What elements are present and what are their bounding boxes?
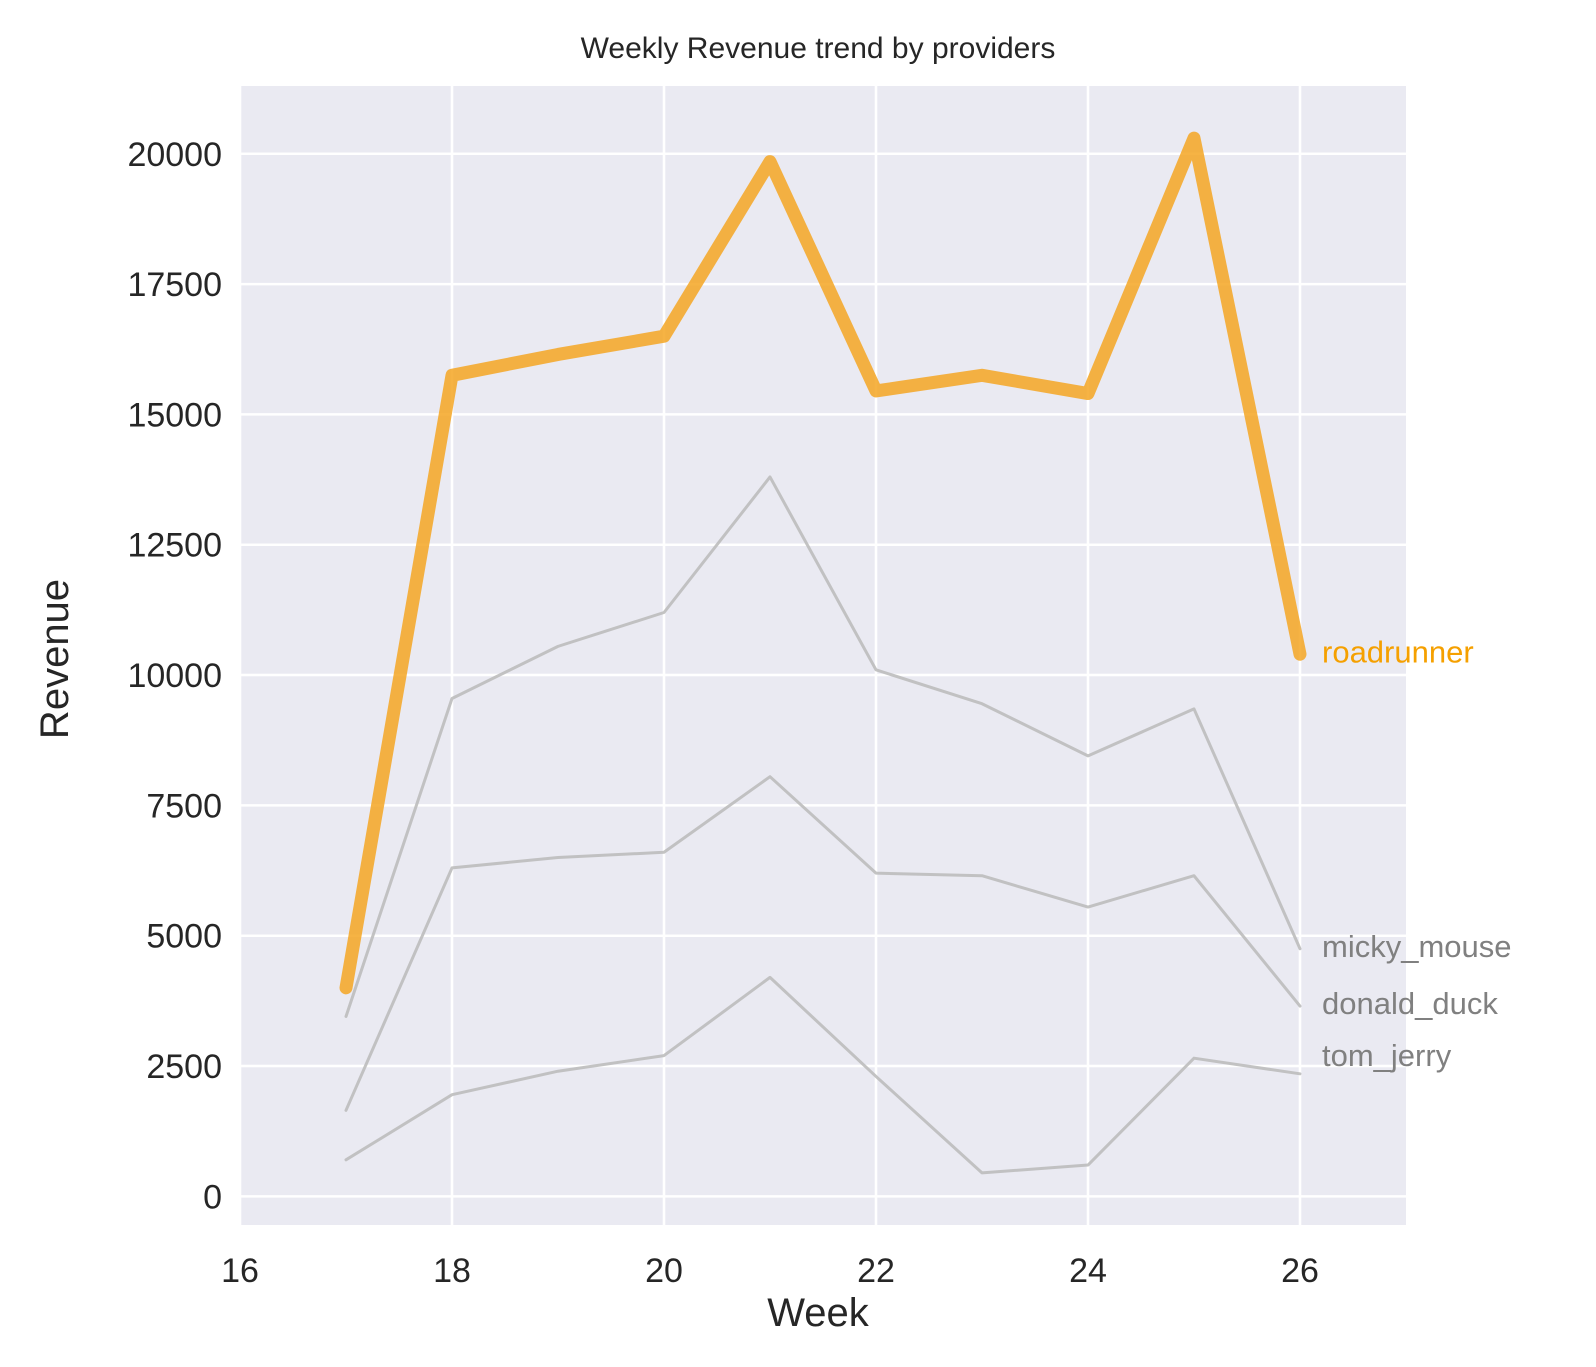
x-axis-ticks: 16 18 20 22 24 26 [221,1252,1319,1290]
series-lines [339,131,1307,1175]
y-tick-label: 20000 [127,136,222,174]
y-tick-label: 0 [203,1178,222,1216]
series-label-tom-jerry: tom_jerry [1322,1038,1452,1073]
series-label-micky-mouse: micky_mouse [1322,929,1512,964]
x-axis-label: Week [767,1291,870,1335]
x-tick-label: 20 [645,1252,683,1290]
x-tick-label: 18 [433,1252,471,1290]
series-line-tom-jerry [344,975,1302,1175]
x-tick-label: 16 [221,1252,259,1290]
y-tick-label: 17500 [127,266,222,304]
x-tick-label: 26 [1281,1252,1319,1290]
series-label-donald-duck: donald_duck [1322,986,1498,1021]
y-tick-label: 5000 [146,918,222,956]
y-axis-ticks: 0 2500 5000 7500 10000 12500 15000 17500 20000 [127,136,222,1217]
series-line-micky-mouse [344,475,1302,1018]
series-label-roadrunner: roadrunner [1322,634,1474,669]
y-tick-label: 12500 [127,527,222,565]
series-line-roadrunner [339,131,1307,995]
y-tick-label: 7500 [146,787,222,825]
x-tick-label: 22 [857,1252,895,1290]
x-tick-label: 24 [1069,1252,1107,1290]
y-tick-label: 15000 [127,396,222,434]
y-tick-label: 10000 [127,657,222,695]
series-line-donald-duck [344,775,1302,1112]
chart-title: Weekly Revenue trend by providers [581,32,1056,65]
series-labels: roadrunner micky_mouse donald_duck tom_jerr… [1322,634,1512,1073]
y-axis-label: Revenue [33,579,77,739]
y-tick-label: 2500 [146,1048,222,1086]
plot-background [240,86,1406,1225]
